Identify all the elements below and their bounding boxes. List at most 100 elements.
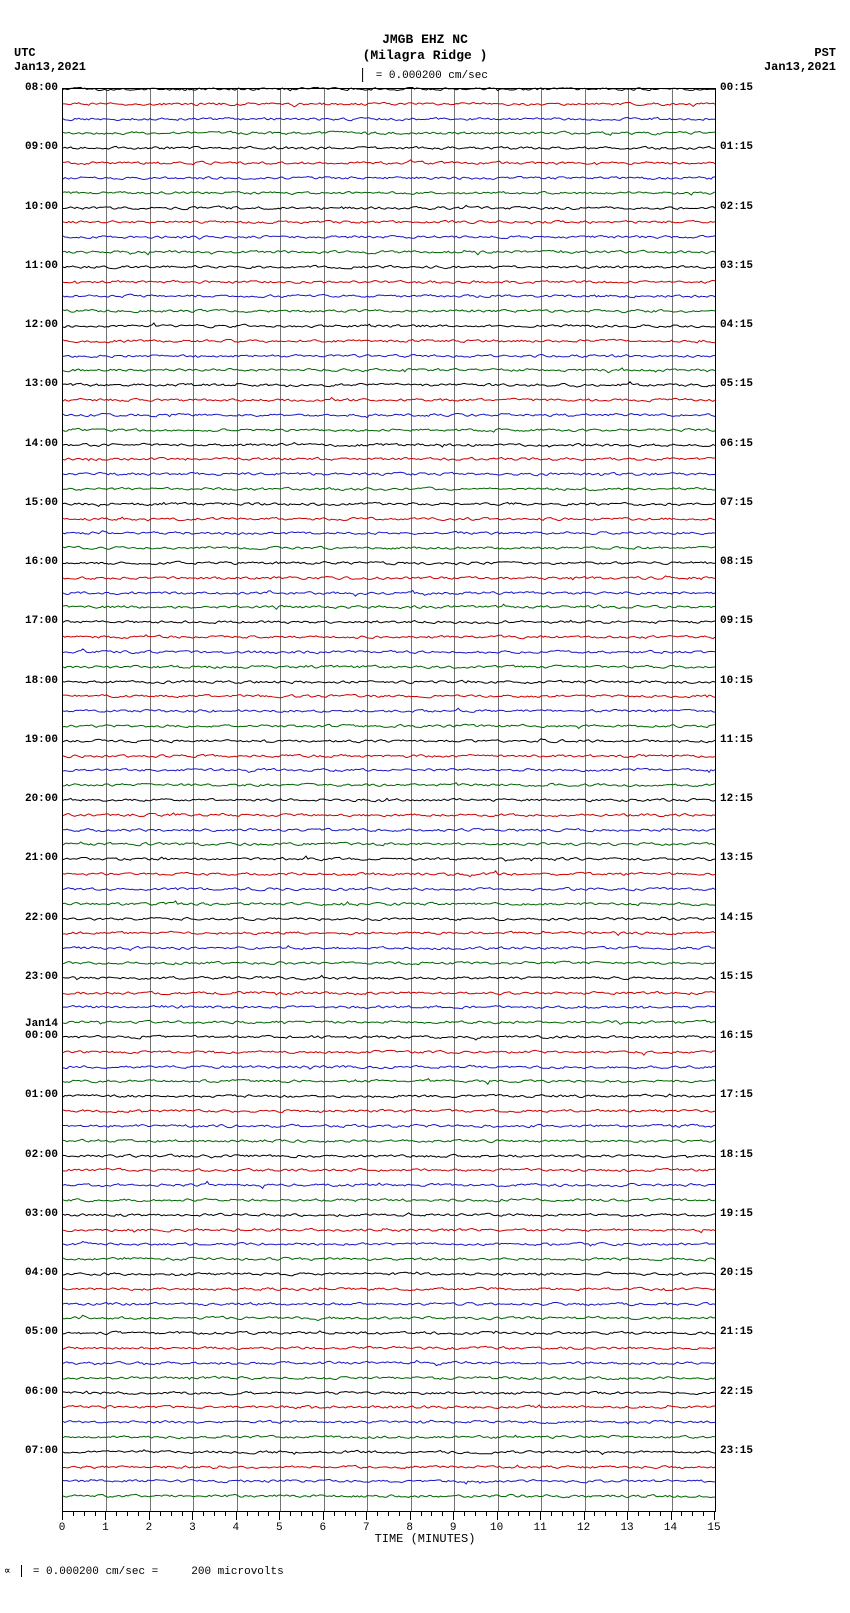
trace-row — [63, 587, 715, 599]
trace-row — [63, 157, 715, 169]
utc-time-label: 04:00 — [25, 1267, 58, 1279]
pst-tz: PST — [764, 46, 836, 60]
station-name: (Milagra Ridge ) — [0, 48, 850, 64]
header-block: JMGB EHZ NC (Milagra Ridge ) — [0, 32, 850, 63]
trace-row — [63, 927, 715, 939]
utc-time-label: 23:00 — [25, 971, 58, 983]
utc-time-label: 00:00 — [25, 1030, 58, 1042]
trace-row — [63, 1164, 715, 1176]
trace-row — [63, 705, 715, 717]
footer-bar-icon — [21, 1565, 22, 1577]
pst-time-label: 23:15 — [720, 1445, 753, 1457]
x-minor-tick — [345, 1512, 346, 1516]
trace-row — [63, 83, 715, 95]
x-minor-tick — [475, 1512, 476, 1516]
x-minor-tick — [377, 1512, 378, 1516]
x-minor-tick — [442, 1512, 443, 1516]
pst-time-label: 10:15 — [720, 675, 753, 687]
x-minor-tick — [518, 1512, 519, 1516]
trace-row — [63, 202, 715, 214]
x-minor-tick — [703, 1512, 704, 1516]
trace-row — [63, 364, 715, 376]
trace-row — [63, 616, 715, 628]
x-minor-tick — [562, 1512, 563, 1516]
trace-row — [63, 1401, 715, 1413]
pst-time-label: 22:15 — [720, 1386, 753, 1398]
trace-row — [63, 942, 715, 954]
footer-prefix: = 0.000200 cm/sec = — [33, 1566, 158, 1578]
trace-row — [63, 276, 715, 288]
trace-row — [63, 987, 715, 999]
x-minor-tick — [573, 1512, 574, 1516]
utc-time-label: 08:00 — [25, 82, 58, 94]
trace-row — [63, 1075, 715, 1087]
trace-row — [63, 1001, 715, 1013]
trace-row — [63, 1461, 715, 1473]
pst-time-label: 06:15 — [720, 438, 753, 450]
x-minor-tick — [508, 1512, 509, 1516]
scale-bar-icon — [362, 68, 363, 82]
x-minor-tick — [301, 1512, 302, 1516]
trace-row — [63, 1090, 715, 1102]
trace-row — [63, 764, 715, 776]
trace-row — [63, 1431, 715, 1443]
pst-time-label: 19:15 — [720, 1208, 753, 1220]
x-minor-tick — [203, 1512, 204, 1516]
pst-time-label: 01:15 — [720, 141, 753, 153]
footer-symbol: ∝ — [4, 1566, 11, 1578]
trace-row — [63, 913, 715, 925]
utc-header: UTC Jan13,2021 — [14, 46, 86, 75]
trace-row — [63, 1490, 715, 1502]
utc-time-label: 14:00 — [25, 438, 58, 450]
trace-row — [63, 853, 715, 865]
footer-suffix: 200 microvolts — [191, 1566, 283, 1578]
x-minor-tick — [616, 1512, 617, 1516]
pst-time-label: 16:15 — [720, 1030, 753, 1042]
x-minor-tick — [268, 1512, 269, 1516]
utc-time-label: 22:00 — [25, 912, 58, 924]
x-major-tick — [453, 1512, 454, 1520]
trace-row — [63, 216, 715, 228]
pst-time-label: 02:15 — [720, 201, 753, 213]
utc-date: Jan13,2021 — [14, 60, 86, 74]
x-minor-tick — [334, 1512, 335, 1516]
x-minor-tick — [681, 1512, 682, 1516]
x-minor-tick — [551, 1512, 552, 1516]
x-minor-tick — [431, 1512, 432, 1516]
utc-time-label: 15:00 — [25, 497, 58, 509]
trace-row — [63, 231, 715, 243]
trace-row — [63, 838, 715, 850]
trace-row — [63, 557, 715, 569]
x-minor-tick — [529, 1512, 530, 1516]
trace-row — [63, 113, 715, 125]
trace-row — [63, 468, 715, 480]
x-major-tick — [410, 1512, 411, 1520]
pst-time-label: 20:15 — [720, 1267, 753, 1279]
utc-time-label: 06:00 — [25, 1386, 58, 1398]
x-minor-tick — [95, 1512, 96, 1516]
seismogram-plot — [62, 88, 716, 1512]
x-minor-tick — [421, 1512, 422, 1516]
pst-time-label: 04:15 — [720, 319, 753, 331]
trace-row — [63, 809, 715, 821]
trace-row — [63, 898, 715, 910]
x-minor-tick — [290, 1512, 291, 1516]
trace-row — [63, 127, 715, 139]
utc-time-label: 05:00 — [25, 1326, 58, 1338]
trace-row — [63, 542, 715, 554]
x-minor-tick — [312, 1512, 313, 1516]
utc-time-label: 10:00 — [25, 201, 58, 213]
trace-row — [63, 1283, 715, 1295]
x-major-tick — [671, 1512, 672, 1520]
x-minor-tick — [116, 1512, 117, 1516]
pst-time-label: 18:15 — [720, 1149, 753, 1161]
trace-row — [63, 1194, 715, 1206]
trace-row — [63, 779, 715, 791]
pst-header: PST Jan13,2021 — [764, 46, 836, 75]
scale-indicator: = 0.000200 cm/sec — [362, 68, 488, 82]
trace-row — [63, 1387, 715, 1399]
utc-time-label: 11:00 — [25, 260, 58, 272]
utc-time-label: 19:00 — [25, 734, 58, 746]
pst-time-label: 11:15 — [720, 734, 753, 746]
x-minor-tick — [73, 1512, 74, 1516]
